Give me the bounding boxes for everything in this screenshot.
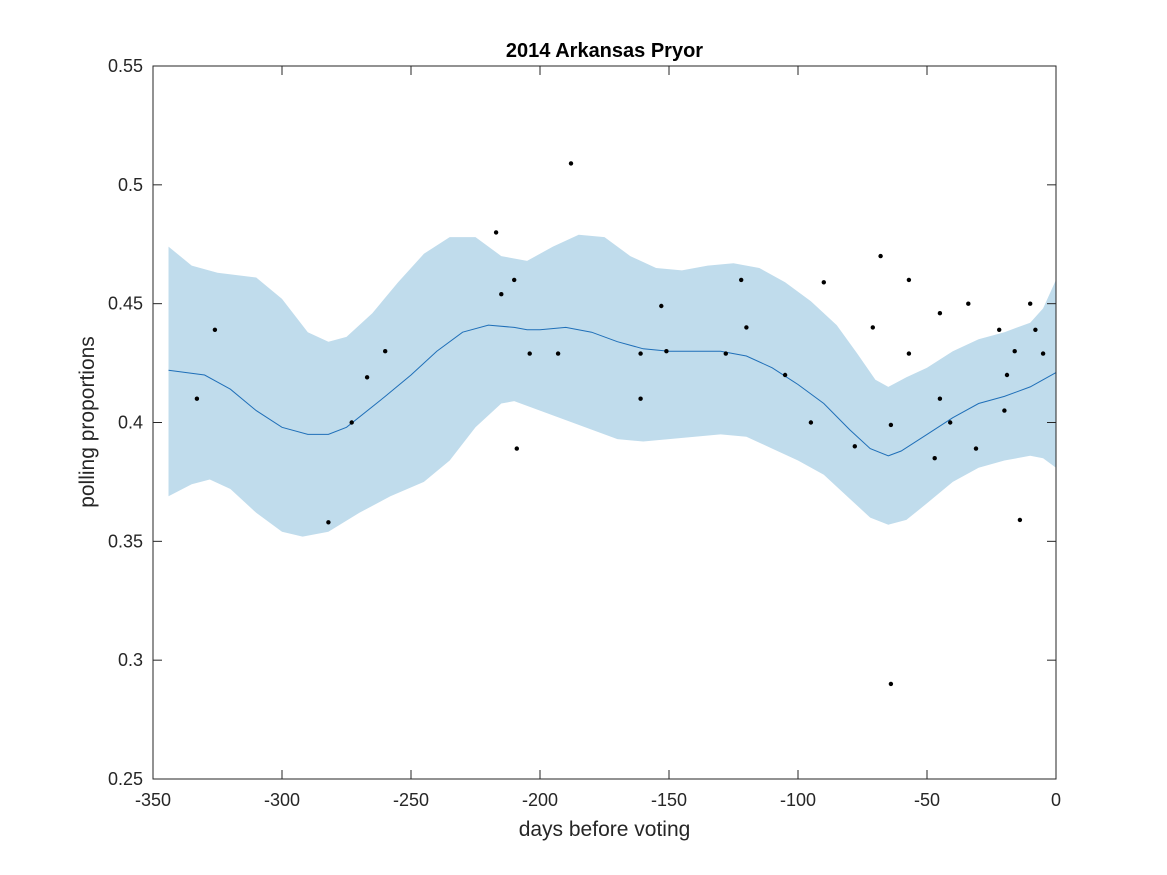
data-point [1012, 349, 1017, 354]
data-point [383, 349, 388, 354]
y-tick-label: 0.3 [118, 650, 143, 670]
data-point [808, 420, 814, 425]
x-tick-label: 0 [1051, 790, 1061, 810]
x-tick-label: -50 [914, 790, 940, 810]
data-point [1040, 351, 1046, 356]
data-point [948, 420, 953, 425]
data-point [1017, 517, 1023, 523]
y-axis-ticks: 0.25 0.3 0.35 0.4 0.45 0.5 0.55 [108, 56, 1056, 789]
data-point [638, 396, 643, 401]
data-point [555, 351, 561, 356]
y-axis-label: polling proportions [76, 336, 99, 508]
data-point [1002, 408, 1007, 413]
data-point [512, 277, 517, 283]
data-point [638, 351, 643, 356]
data-point [514, 446, 519, 451]
x-tick-label: -100 [780, 790, 816, 810]
data-point [937, 396, 943, 401]
data-point [852, 444, 857, 449]
data-point [326, 520, 331, 525]
data-point [870, 325, 875, 330]
data-point [932, 456, 937, 461]
data-point [878, 253, 883, 259]
y-tick-label: 0.45 [108, 294, 143, 314]
data-point [906, 351, 912, 356]
plot-area [168, 161, 1057, 687]
data-point [723, 351, 728, 356]
data-point [1033, 327, 1038, 332]
data-point [527, 351, 532, 356]
data-point [744, 325, 749, 330]
mean-line [168, 324, 1057, 457]
data-point [906, 277, 912, 283]
data-point [568, 161, 574, 166]
data-points [194, 161, 1046, 687]
data-point [821, 280, 826, 285]
data-point [349, 420, 354, 425]
data-point [782, 372, 788, 378]
y-tick-label: 0.25 [108, 769, 143, 789]
y-tick-label: 0.5 [118, 175, 143, 195]
data-point [973, 446, 979, 451]
data-point [659, 303, 664, 309]
y-tick-label: 0.55 [108, 56, 143, 76]
data-point [739, 277, 744, 283]
x-axis-ticks: -350 -300 -250 -200 -150 -100 -50 0 [135, 66, 1061, 810]
x-tick-label: -150 [651, 790, 687, 810]
chart-title: 2014 Arkansas Pryor [506, 40, 703, 62]
x-tick-label: -200 [522, 790, 558, 810]
data-point [194, 396, 200, 401]
data-point [888, 681, 894, 687]
x-tick-label: -350 [135, 790, 171, 810]
data-point [966, 301, 971, 306]
data-point [364, 375, 370, 380]
y-tick-label: 0.35 [108, 531, 143, 551]
data-point [937, 311, 943, 316]
data-point [493, 230, 499, 235]
confidence-band [168, 234, 1056, 537]
data-point [1004, 372, 1010, 378]
data-point [997, 327, 1002, 332]
data-point [1028, 301, 1033, 306]
data-point [664, 349, 669, 354]
data-point [888, 422, 894, 428]
x-tick-label: -250 [393, 790, 429, 810]
y-tick-label: 0.4 [118, 413, 143, 433]
x-axis-label: days before voting [519, 818, 691, 841]
data-point [212, 327, 218, 332]
x-tick-label: -300 [264, 790, 300, 810]
data-point [499, 292, 504, 297]
